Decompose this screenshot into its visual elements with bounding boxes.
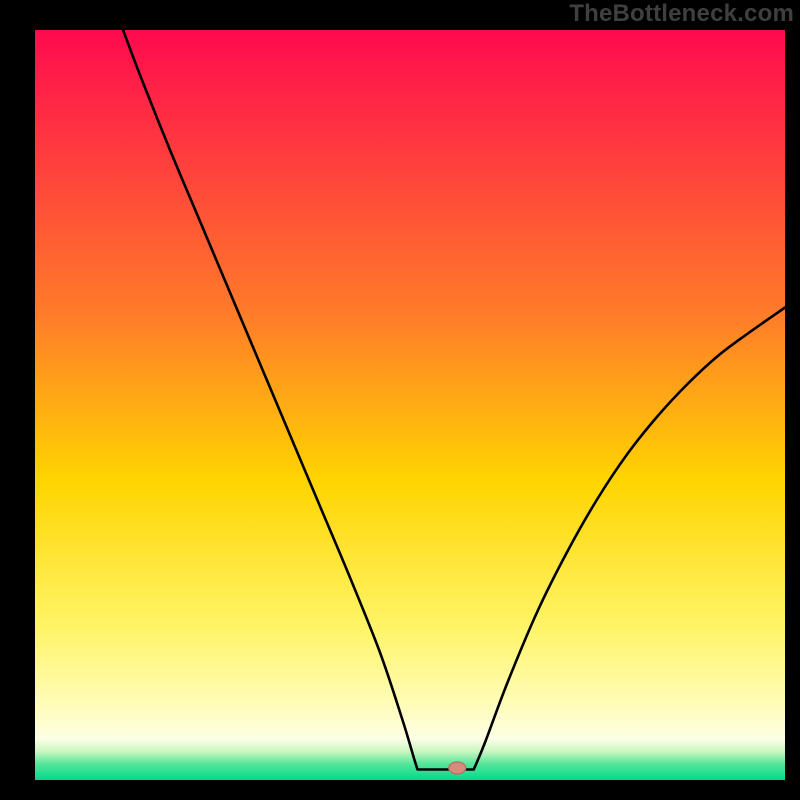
plot-background: [35, 30, 785, 780]
bottleneck-chart: [0, 0, 800, 800]
watermark-text: TheBottleneck.com: [569, 0, 794, 28]
operating-point-marker: [449, 762, 466, 774]
